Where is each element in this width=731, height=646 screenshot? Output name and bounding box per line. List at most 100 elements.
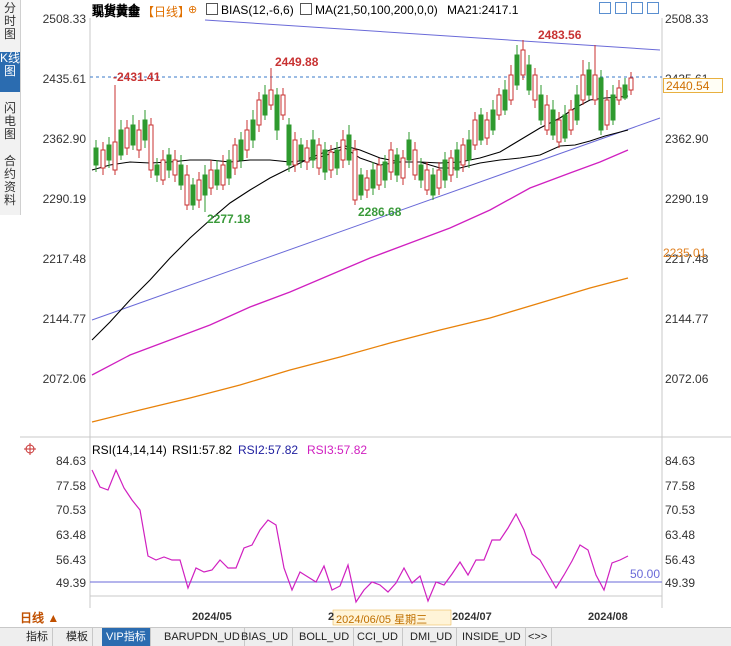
y-axis-label-left: 2362.90 <box>43 132 87 146</box>
y-axis-label-right: 2290.19 <box>665 192 709 206</box>
tab-inside[interactable]: INSIDE_UD <box>458 628 526 646</box>
candle-body <box>496 94 502 116</box>
candle-body <box>406 139 412 161</box>
rsi-axis-label-left: 56.43 <box>56 553 86 567</box>
y-axis-label-right: 2144.77 <box>665 312 709 326</box>
layout-icon[interactable] <box>631 2 643 14</box>
candle-body <box>322 149 328 173</box>
candle-body <box>628 77 634 91</box>
period-selector-button[interactable]: 日线 ▲ <box>20 611 60 625</box>
expand-icon[interactable] <box>615 2 627 14</box>
candle-body <box>490 109 496 131</box>
candle-body <box>448 157 454 176</box>
candle-body <box>514 54 520 86</box>
rsi-axis-label-left: 63.48 <box>56 528 86 542</box>
candle-body <box>568 109 574 131</box>
candle-body <box>616 87 622 101</box>
candle-body <box>442 159 448 181</box>
tab-indicators[interactable]: 指标 <box>22 628 53 646</box>
candle-body <box>520 49 526 76</box>
lower-trendline <box>91 117 661 321</box>
candle-body <box>622 84 628 99</box>
move-icon[interactable] <box>599 2 611 14</box>
candle-body <box>532 74 538 101</box>
rsi-axis-label-right: 77.58 <box>665 479 695 493</box>
candle-body <box>172 159 178 176</box>
low-annotation-1: 2277.18 <box>207 212 251 226</box>
candle-body <box>274 94 280 131</box>
high-annotation-1: -2431.41 <box>113 70 161 84</box>
candle-body <box>346 134 352 161</box>
ma-level-badge: 2235.01 <box>663 246 707 260</box>
candle-body <box>280 94 286 116</box>
candle-body <box>352 149 358 201</box>
settings-icon[interactable]: ⊕ <box>188 4 198 16</box>
period-label[interactable]: 【日线】 <box>142 5 191 19</box>
tab-boll[interactable]: BOLL_UD <box>295 628 355 646</box>
rsi-axis-label-left: 49.39 <box>56 576 86 590</box>
indicator-checkbox-ma[interactable] <box>300 3 312 15</box>
candle-body <box>382 161 388 181</box>
rsi3-value: RSI3:57.82 <box>307 443 368 457</box>
y-axis-label-left: 2217.48 <box>43 252 87 266</box>
rsi-axis-label-right: 56.43 <box>665 553 695 567</box>
indicator-tab-bar: 指标 模板 VIP指标 BARUPDN_UD BIAS_UD BOLL_UD C… <box>0 627 731 646</box>
candle-body <box>544 104 550 131</box>
tab-bias[interactable]: BIAS_UD <box>237 628 294 646</box>
candle-body <box>166 154 172 171</box>
candle-body <box>106 144 112 161</box>
candle-body <box>262 94 268 116</box>
candle-body <box>268 89 274 106</box>
ma100-line <box>91 277 629 423</box>
tab-dmi[interactable]: DMI_UD <box>406 628 458 646</box>
candle-body <box>256 99 262 126</box>
tab-flash[interactable]: 闪电图 <box>3 101 16 141</box>
bias-label: BIAS(12,-6,6) <box>221 3 294 17</box>
current-price-badge: 2440.54 <box>663 78 723 93</box>
candle-body <box>460 144 466 166</box>
tab-barupdn[interactable]: BARUPDN_UD <box>160 628 245 646</box>
tab-timeshare[interactable]: 分时图 <box>3 1 16 41</box>
candle-body <box>562 114 568 139</box>
candle-body <box>598 77 604 131</box>
candle-body <box>424 169 430 191</box>
y-axis-label-left: 2508.33 <box>43 12 87 26</box>
candle-body <box>610 94 616 121</box>
high-annotation-3: 2483.56 <box>538 28 582 42</box>
x-label-cursor-prefix: 2 <box>328 611 335 623</box>
close-icon[interactable] <box>647 2 659 14</box>
y-axis-label-right: 2508.33 <box>665 12 709 26</box>
tab-kline[interactable]: K线图 <box>0 52 20 92</box>
tab-contract-info[interactable]: 合约资料 <box>3 154 16 207</box>
x-label-aug: 2024/08 <box>588 611 628 623</box>
candle-body <box>400 157 406 179</box>
candle-body <box>178 164 184 186</box>
kline-chart[interactable]: 2508.33 2435.61 2362.90 2290.19 2217.48 2144.… <box>0 0 731 627</box>
candle-body <box>208 169 214 189</box>
candle-body <box>214 169 220 186</box>
candle-body <box>124 127 130 149</box>
ma50-line <box>91 149 629 376</box>
rsi-line <box>91 468 629 604</box>
candle-body <box>130 124 136 146</box>
candle-body <box>394 154 400 176</box>
candle-body <box>286 124 292 166</box>
chart-header: 现货黄金 <box>22 0 662 20</box>
x-label-may: 2024/05 <box>192 611 232 623</box>
candle-body <box>430 174 436 196</box>
tab-scroll-arrows[interactable]: <>> <box>524 628 553 646</box>
candle-body <box>358 174 364 196</box>
rsi-axis-label-right: 63.48 <box>665 528 695 542</box>
indicator-checkbox-bias[interactable] <box>206 3 218 15</box>
instrument-name: 现货黄金 <box>92 3 141 17</box>
candle-body <box>586 69 592 96</box>
y-axis-label-right: 2362.90 <box>665 132 709 146</box>
tab-templates[interactable]: 模板 <box>62 628 93 646</box>
candle-body <box>148 124 154 171</box>
tab-cci[interactable]: CCI_UD <box>353 628 403 646</box>
y-axis-label-left: 2435.61 <box>43 72 87 86</box>
candle-body <box>328 151 334 171</box>
candle-body <box>592 74 598 101</box>
high-annotation-2: 2449.88 <box>275 55 319 69</box>
tab-vip-indicators[interactable]: VIP指标 <box>102 628 151 646</box>
